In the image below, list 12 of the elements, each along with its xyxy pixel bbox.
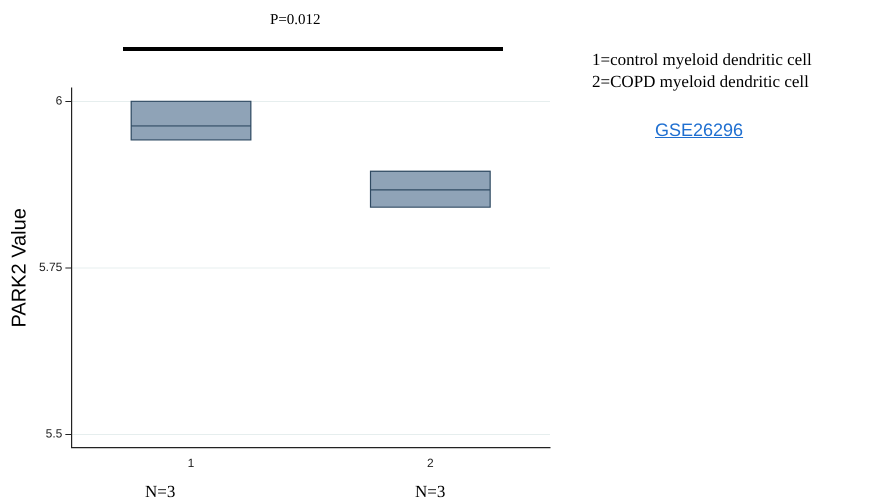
y-axis-title: PARK2 Value <box>8 208 31 328</box>
text: P=0.012 <box>270 12 321 29</box>
text: 1=control myeloid dendritic cell <box>592 50 812 70</box>
text: N=3 <box>145 482 176 502</box>
x-tick-label: 2 <box>426 456 434 470</box>
text: 2=COPD myeloid dendritic cell <box>592 72 809 92</box>
x-tick-label: 1 <box>188 456 195 470</box>
text: N=3 <box>415 482 446 502</box>
y-tick-label: 5.5 <box>46 426 63 441</box>
text: GSE26296 <box>655 120 744 141</box>
y-tick-label: 5.75 <box>38 260 63 274</box>
y-tick-label: 6 <box>56 94 63 108</box>
